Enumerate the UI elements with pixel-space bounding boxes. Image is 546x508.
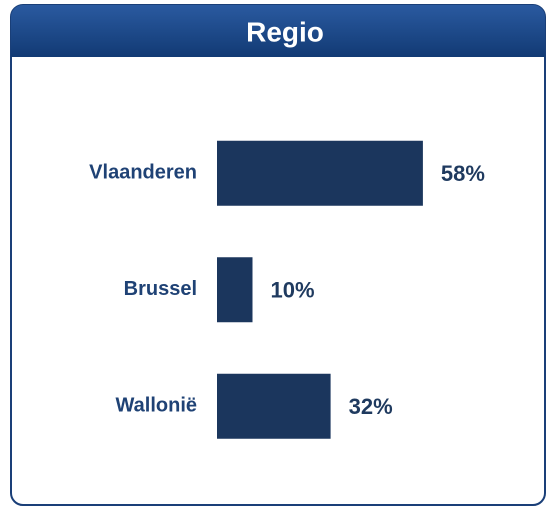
bar	[217, 140, 423, 206]
card	[10, 4, 546, 506]
chart-title: Regio	[246, 16, 324, 47]
value-label: 58%	[441, 161, 485, 186]
category-label: Wallonië	[116, 395, 197, 417]
bar	[217, 257, 253, 323]
value-label: 10%	[271, 278, 315, 303]
value-label: 32%	[349, 394, 393, 419]
bar	[217, 373, 331, 439]
category-label: Brussel	[124, 278, 197, 300]
card-header	[11, 5, 545, 57]
category-label: Vlaanderen	[89, 162, 197, 184]
